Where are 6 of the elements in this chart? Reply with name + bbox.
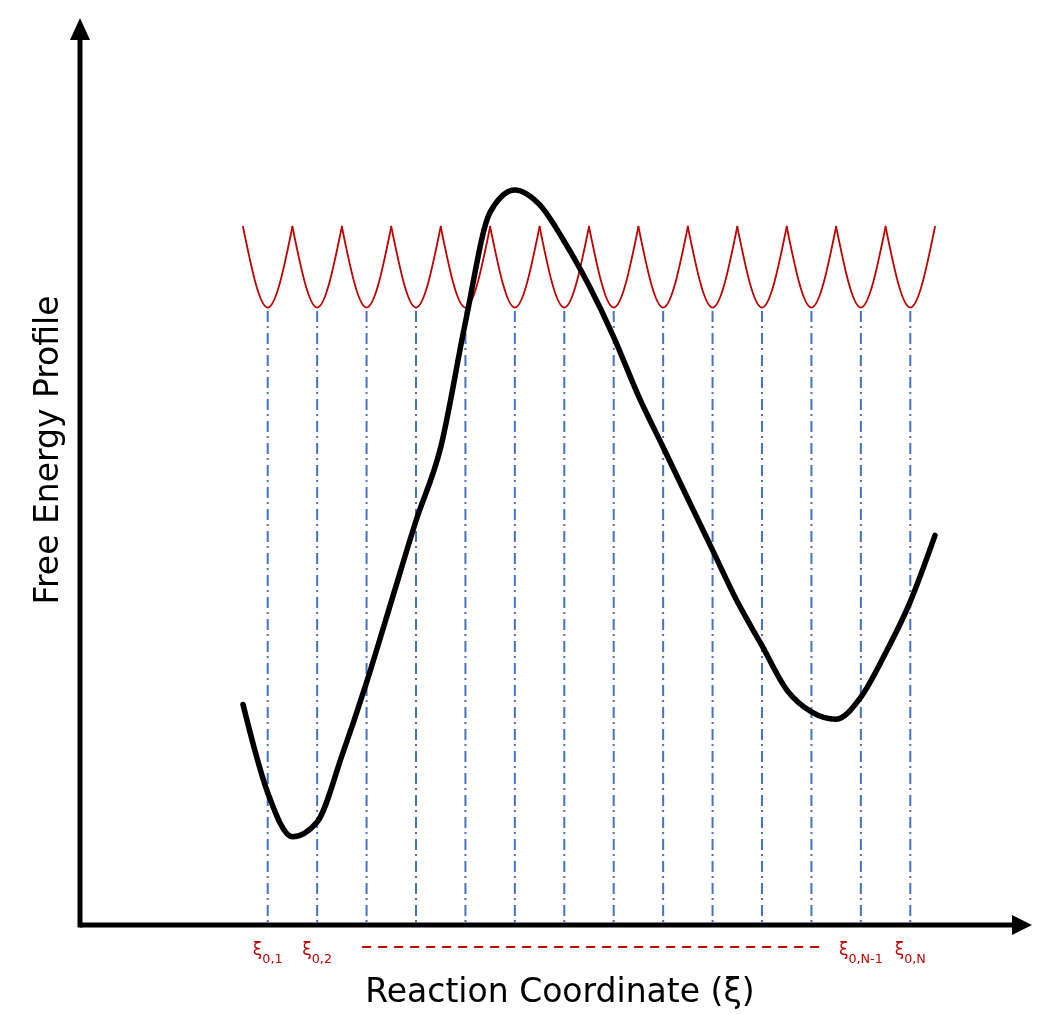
x-axis-title: Reaction Coordinate (ξ) [365,971,755,1010]
y-axis-title: Free Energy Profile [27,295,66,605]
x-tick-label: ξ$_{0,N-1}$ [838,939,883,966]
x-tick-label: ξ$_{0,N}$ [894,939,926,966]
x-tick-label: ξ$_{0,1}$ [252,939,283,966]
x-tick-label: ξ$_{0,2}$ [302,939,333,966]
